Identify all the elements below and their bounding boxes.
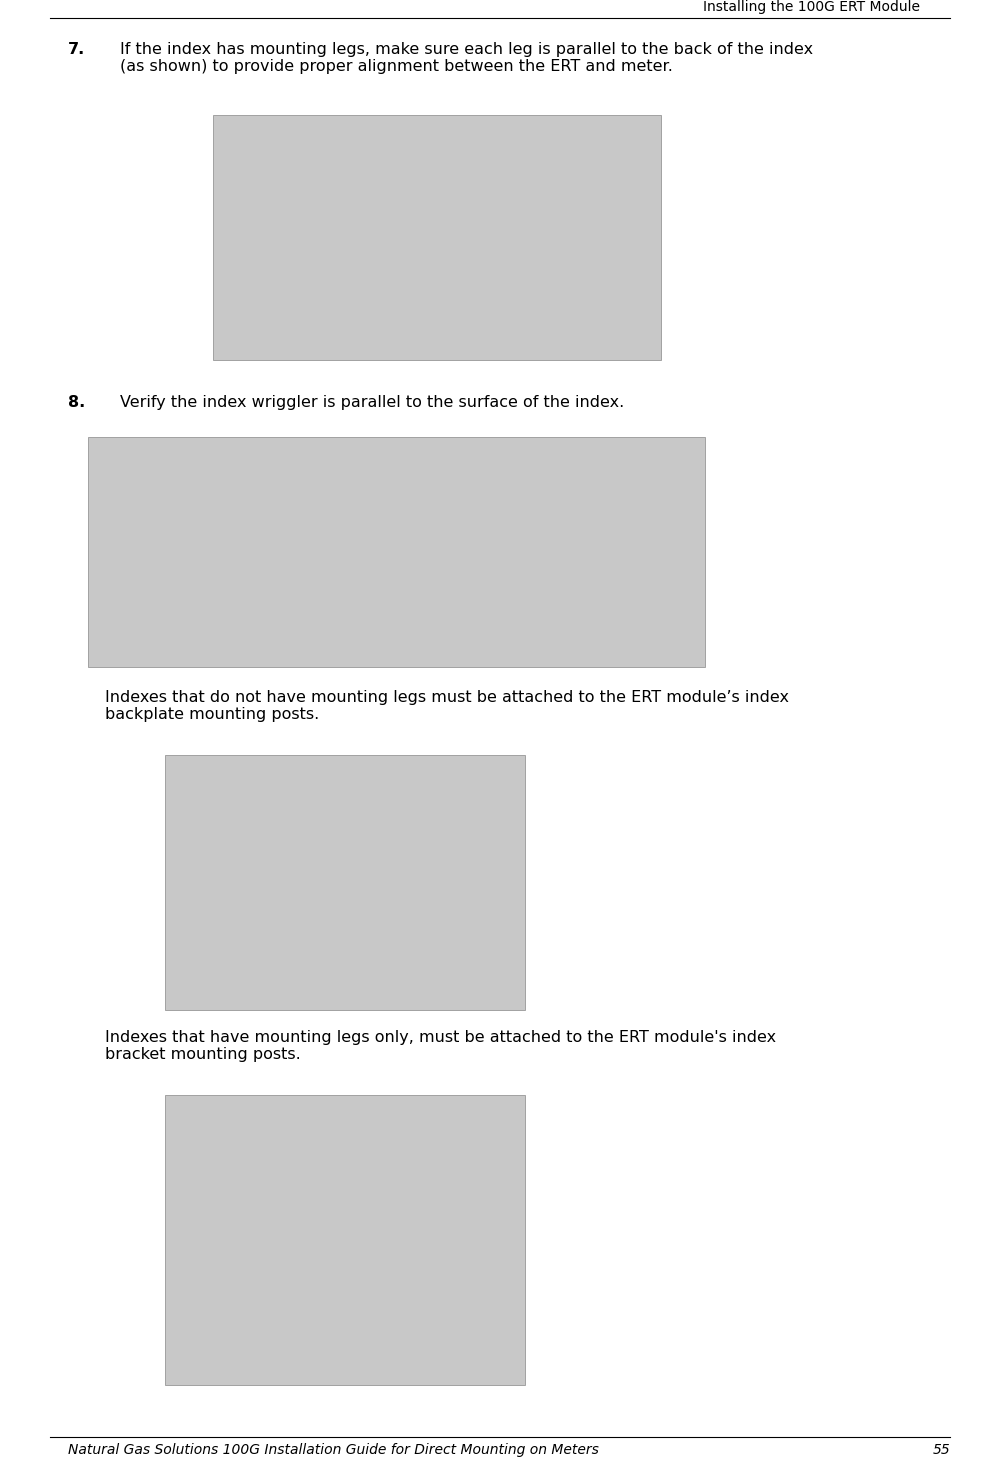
Text: Installing the 100G ERT Module: Installing the 100G ERT Module bbox=[702, 0, 919, 15]
Text: 8.: 8. bbox=[68, 395, 85, 410]
Text: 7.: 7. bbox=[68, 42, 85, 57]
Text: Natural Gas Solutions 100G Installation Guide for Direct Mounting on Meters: Natural Gas Solutions 100G Installation … bbox=[68, 1443, 599, 1457]
Bar bbox=[213, 116, 661, 360]
Bar bbox=[88, 437, 704, 667]
Text: Verify the index wriggler is parallel to the surface of the index.: Verify the index wriggler is parallel to… bbox=[120, 395, 623, 410]
Bar bbox=[165, 1094, 525, 1385]
Text: If the index has mounting legs, make sure each leg is parallel to the back of th: If the index has mounting legs, make sur… bbox=[120, 42, 812, 75]
Text: Indexes that have mounting legs only, must be attached to the ERT module's index: Indexes that have mounting legs only, mu… bbox=[105, 1030, 775, 1062]
Text: Indexes that do not have mounting legs must be attached to the ERT module’s inde: Indexes that do not have mounting legs m… bbox=[105, 691, 788, 723]
Text: 55: 55 bbox=[932, 1443, 950, 1457]
Bar bbox=[165, 755, 525, 1009]
